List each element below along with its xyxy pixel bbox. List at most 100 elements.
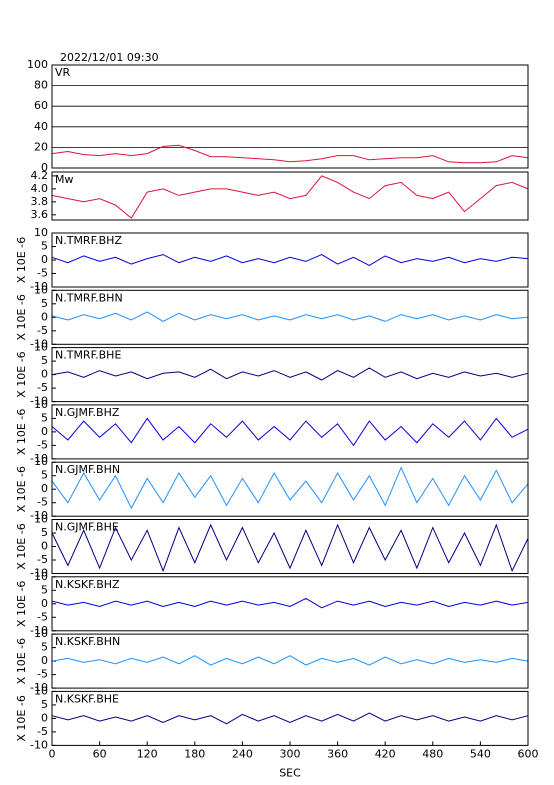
y-axis-label: X 10E -6	[15, 466, 28, 512]
x-tick-label: 0	[49, 747, 56, 760]
y-tick-label: 5	[41, 583, 48, 596]
y-tick-label: -10	[30, 509, 48, 522]
panel-frame	[51, 289, 529, 345]
y-tick-label: 0	[41, 711, 48, 724]
y-tick-label: -10	[30, 395, 48, 408]
panel-label: N.GJMF.BHE	[55, 521, 119, 534]
panel-label: N.KSKF.BHZ	[55, 578, 120, 591]
y-tick-label: 0	[41, 540, 48, 553]
x-tick-label: 360	[327, 747, 348, 760]
y-tick-label: -5	[37, 668, 48, 681]
y-tick-label: 10	[34, 570, 48, 583]
y-tick-label: 60	[34, 99, 48, 112]
y-tick-label: 10	[34, 398, 48, 411]
y-tick-label: 4.2	[31, 169, 49, 182]
y-tick-label: 0	[41, 161, 48, 174]
y-tick-label: 5	[41, 641, 48, 654]
y-tick-label: 3.8	[31, 195, 49, 208]
y-tick-label: 5	[41, 526, 48, 539]
y-tick-label: -5	[37, 438, 48, 451]
trace	[51, 523, 529, 573]
x-tick-label: 420	[375, 747, 396, 760]
y-axis-label: X 10E -6	[15, 237, 28, 283]
y-tick-label: -5	[37, 725, 48, 738]
y-tick-label: -5	[37, 381, 48, 394]
y-tick-label: 3.6	[31, 208, 49, 221]
x-tick-label: 300	[280, 747, 301, 760]
y-tick-label: 5	[41, 297, 48, 310]
panel-frame	[51, 171, 529, 221]
panel-label: N.TMRF.BHZ	[55, 234, 122, 247]
panel-label: N.TMRF.BHN	[55, 291, 123, 304]
trace	[51, 311, 529, 322]
x-tick-label: 60	[93, 747, 107, 760]
x-tick-label: 600	[518, 747, 539, 760]
y-tick-label: 10	[34, 341, 48, 354]
y-tick-label: 20	[34, 140, 48, 153]
panel-label: N.TMRF.BHE	[55, 349, 121, 362]
trace	[51, 144, 529, 164]
trace	[51, 466, 529, 510]
y-tick-label: 0	[41, 482, 48, 495]
trace	[51, 254, 529, 266]
y-tick-label: 10	[34, 226, 48, 239]
panel-frame	[51, 232, 529, 288]
y-tick-label: -5	[37, 553, 48, 566]
y-tick-label: -10	[30, 738, 48, 751]
y-tick-label: -5	[37, 267, 48, 280]
y-tick-label: 0	[41, 597, 48, 610]
y-tick-label: 10	[34, 684, 48, 697]
y-tick-label: -10	[30, 567, 48, 580]
y-tick-label: 4.0	[31, 182, 49, 195]
y-tick-label: 0	[41, 425, 48, 438]
y-tick-label: -5	[37, 610, 48, 623]
y-tick-label: 10	[34, 455, 48, 468]
y-axis-label: X 10E -6	[15, 523, 28, 569]
y-tick-label: -5	[37, 496, 48, 509]
x-axis-label: SEC	[279, 766, 301, 779]
panel-label: N.KSKF.BHE	[55, 692, 119, 705]
y-tick-label: 0	[41, 253, 48, 266]
y-tick-label: 0	[41, 654, 48, 667]
y-axis-label: X 10E -6	[15, 695, 28, 741]
y-axis-label: X 10E -6	[15, 409, 28, 455]
trace	[51, 655, 529, 666]
y-tick-label: -10	[30, 624, 48, 637]
y-tick-label: 80	[34, 79, 48, 92]
y-tick-label: 10	[34, 513, 48, 526]
y-tick-label: 0	[41, 368, 48, 381]
y-tick-label: -10	[30, 452, 48, 465]
y-tick-label: -10	[30, 280, 48, 293]
panel-frame	[51, 633, 529, 689]
trace	[51, 367, 529, 381]
y-tick-label: 5	[41, 469, 48, 482]
y-tick-label: 10	[34, 283, 48, 296]
chart-title: 2022/12/01 09:30	[60, 51, 159, 64]
trace	[51, 712, 529, 725]
y-tick-label: 0	[41, 310, 48, 323]
panel-label: Mw	[55, 173, 74, 186]
y-tick-label: 5	[41, 240, 48, 253]
y-axis-label: X 10E -6	[15, 638, 28, 684]
panel-frame	[51, 347, 529, 403]
y-axis-label: X 10E -6	[15, 351, 28, 397]
y-tick-label: 40	[34, 120, 48, 133]
trace	[51, 175, 529, 219]
y-tick-label: 10	[34, 627, 48, 640]
panel-label: N.GJMF.BHZ	[55, 406, 120, 419]
x-tick-label: 540	[470, 747, 491, 760]
x-tick-label: 480	[422, 747, 443, 760]
panel-label: VR	[55, 66, 71, 79]
y-tick-label: 5	[41, 411, 48, 424]
x-tick-label: 120	[137, 747, 158, 760]
y-tick-label: 5	[41, 354, 48, 367]
panel-frame	[51, 576, 529, 632]
y-axis-label: X 10E -6	[15, 581, 28, 627]
x-tick-label: 180	[184, 747, 205, 760]
panel-frame	[51, 461, 529, 517]
trace	[51, 597, 529, 609]
panel-frame	[51, 404, 529, 460]
panel-label: N.KSKF.BHN	[55, 635, 120, 648]
